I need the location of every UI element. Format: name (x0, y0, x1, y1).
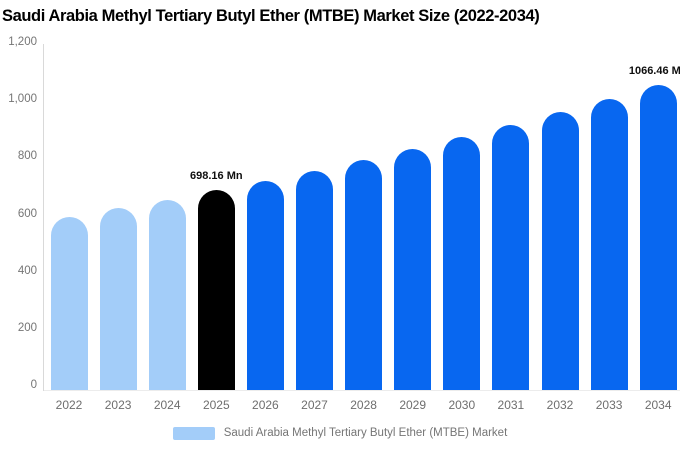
y-tick-label: 200 (17, 321, 37, 334)
bar-2026[interactable] (246, 180, 284, 390)
bar-value-label: 698.16 Mn (190, 170, 243, 183)
x-tick-label: 2026 (252, 398, 279, 412)
x-tick-label: 2023 (104, 398, 132, 412)
bar-2031[interactable] (492, 125, 530, 390)
x-tick-label: 2032 (546, 398, 574, 412)
legend-swatch (172, 426, 215, 440)
bar-2033[interactable] (590, 99, 628, 390)
y-tick-label: 400 (17, 264, 37, 277)
legend-item[interactable]: Saudi Arabia Methyl Tertiary Butyl Ether… (0, 424, 680, 442)
legend-label: Saudi Arabia Methyl Tertiary Butyl Ether… (223, 427, 508, 439)
y-tick-label: 800 (17, 150, 37, 163)
y-axis-line (43, 44, 44, 391)
bar-2028[interactable] (345, 160, 383, 390)
x-tick-label: 2031 (497, 398, 525, 412)
bar-2023[interactable] (99, 208, 137, 390)
x-tick-label: 2030 (448, 398, 476, 412)
x-tick-label: 2028 (350, 398, 377, 412)
bar-2029[interactable] (394, 149, 432, 390)
chart-title: Saudi Arabia Methyl Tertiary Butyl Ether… (2, 7, 540, 25)
bar-2027[interactable] (296, 170, 333, 390)
y-tick-label: 1,000 (8, 93, 37, 106)
x-axis-baseline (44, 390, 680, 391)
bar-2030[interactable] (443, 137, 481, 390)
x-tick-label: 2034 (644, 398, 672, 412)
bar-value-label: 1066.46 Mn (628, 65, 680, 78)
y-tick-label: 0 (30, 379, 37, 391)
bar-2022[interactable] (50, 216, 88, 390)
x-tick-label: 2033 (595, 398, 623, 412)
x-tick-label: 2024 (153, 398, 181, 412)
x-tick-label: 2027 (301, 398, 328, 412)
x-tick-label: 2025 (202, 398, 230, 412)
x-tick-label: 2022 (55, 398, 83, 412)
y-tick-label: 600 (17, 207, 37, 220)
bar-2024[interactable] (148, 199, 186, 390)
x-tick-label: 2029 (399, 398, 427, 412)
bar-2032[interactable] (541, 112, 579, 390)
y-tick-label: 1,200 (8, 36, 37, 48)
bar-2034[interactable] (639, 85, 677, 390)
bar-2025[interactable] (197, 190, 235, 390)
